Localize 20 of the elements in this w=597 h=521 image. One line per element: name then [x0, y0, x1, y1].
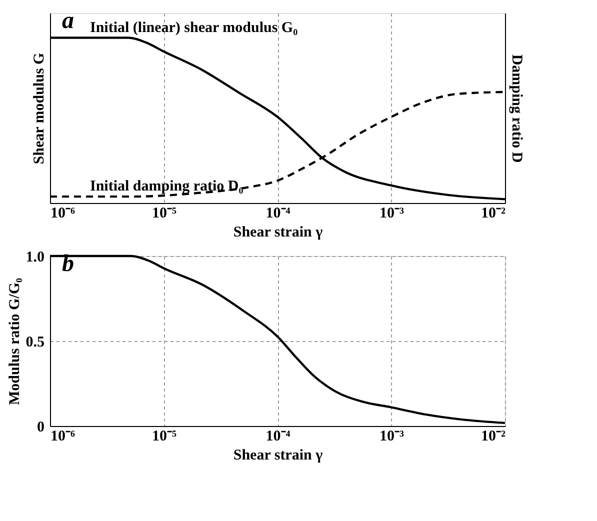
- x-axis-title: Shear strain γ: [233, 224, 323, 240]
- x-tick-label: 10⁻³: [380, 428, 404, 444]
- x-tick-label: 10⁻⁶: [50, 428, 76, 444]
- x-tick-label: 10⁻³: [380, 206, 404, 222]
- y2-axis-title: Damping ratio D: [508, 54, 524, 163]
- y-axis-title: Shear modulus G: [32, 52, 48, 164]
- x-axis-title: Shear strain γ: [233, 448, 323, 464]
- x-tick-label: 10⁻⁴: [266, 428, 291, 444]
- x-tick-label: 10⁻²: [481, 206, 506, 222]
- y-axis-title: Modulus ratio G/G₀: [6, 277, 23, 406]
- x-tick-label: 10⁻⁶: [50, 206, 76, 222]
- y-tick-label: 0: [37, 420, 44, 436]
- x-tick-label: 10⁻⁵: [152, 206, 177, 222]
- y-tick-label: 0.5: [26, 334, 44, 350]
- y-tick-label: 1.0: [26, 250, 44, 266]
- x-tick-label: 10⁻²: [481, 428, 506, 444]
- x-tick-label: 10⁻⁴: [266, 206, 291, 222]
- x-tick-label: 10⁻⁵: [152, 428, 177, 444]
- text: a: [62, 8, 74, 34]
- annotation: Initial (linear) shear modulus G₀: [90, 20, 298, 36]
